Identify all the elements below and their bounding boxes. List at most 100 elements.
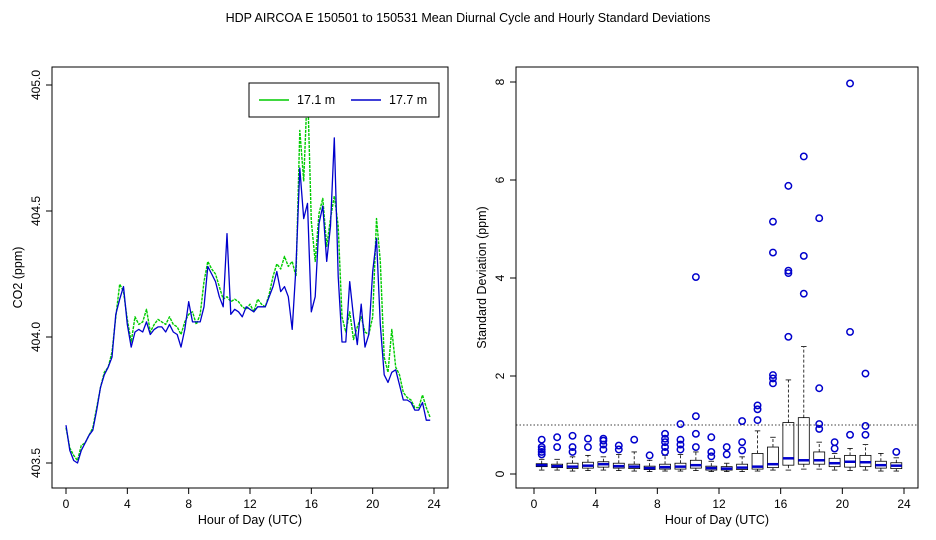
outlier-point	[537, 445, 546, 454]
outlier-point	[861, 430, 870, 439]
outlier-point	[661, 438, 669, 447]
outlier-point	[661, 448, 669, 456]
box-hour	[566, 431, 579, 472]
outlier-point	[691, 412, 700, 421]
x-tick-label: 12	[712, 497, 726, 511]
x-axis-label: Hour of Day (UTC)	[665, 513, 769, 527]
y-axis-label: CO2 (ppm)	[11, 247, 25, 309]
outlier-point	[614, 445, 623, 454]
box-hour	[813, 214, 826, 470]
x-axis-label: Hour of Day (UTC)	[198, 513, 302, 527]
x-tick-label: 4	[592, 497, 599, 511]
outlier-point	[815, 420, 824, 428]
box-hour	[674, 420, 687, 472]
box-hour	[874, 453, 887, 472]
box-hour	[782, 181, 795, 471]
outlier-point	[815, 424, 824, 433]
outlier-point	[676, 435, 685, 444]
outlier-point	[661, 443, 669, 451]
outlier-point	[537, 450, 546, 459]
outlier-point	[784, 266, 793, 275]
outlier-point	[568, 443, 577, 451]
box-hour	[597, 434, 610, 471]
outlier-point	[537, 435, 546, 444]
outlier-point	[630, 435, 639, 444]
outlier-point	[722, 443, 731, 451]
box-hour	[612, 441, 625, 471]
outlier-point	[769, 379, 777, 388]
outlier-point	[537, 443, 546, 451]
outlier-point	[846, 430, 854, 439]
outlier-point	[846, 79, 854, 88]
legend: 17.1 m 17.7 m	[248, 82, 440, 118]
outlier-point	[738, 417, 747, 426]
outlier-point	[861, 422, 870, 430]
y-tick-label: 4	[493, 274, 507, 281]
figure-title: HDP AIRCOA E 150501 to 150531 Mean Diurn…	[226, 11, 711, 25]
co2-diurnal-line-chart: 0 4 8 12 16 20 24 403.5 404.0 404.5 405.0 Hour of D…	[11, 66, 449, 527]
box-hour	[659, 429, 671, 472]
x-tick-label: 24	[427, 497, 441, 511]
box-iqr	[782, 422, 795, 466]
outlier-point	[568, 448, 577, 456]
box-hour	[828, 438, 841, 471]
outlier-point	[691, 429, 700, 438]
outlier-point	[707, 433, 716, 442]
y-tick-label: 6	[493, 176, 507, 183]
series-line-blue	[65, 137, 431, 464]
outlier-point	[830, 444, 839, 453]
y-tick-label: 0	[493, 470, 507, 477]
x-tick-label: 12	[243, 497, 257, 511]
box-hour	[859, 369, 872, 471]
outlier-point	[753, 416, 762, 425]
outlier-point	[769, 371, 777, 379]
x-tick-label: 20	[836, 497, 850, 511]
outlier-point	[553, 443, 562, 451]
x-tick-label: 8	[654, 497, 661, 511]
box-hour	[689, 273, 702, 471]
box-iqr	[813, 451, 826, 465]
outlier-point	[553, 433, 562, 442]
y-tick-label: 404.5	[29, 196, 43, 226]
outlier-point	[753, 401, 762, 410]
outlier-point	[769, 374, 777, 383]
box-hour	[736, 417, 749, 472]
outlier-point	[599, 445, 608, 454]
outlier-point	[661, 429, 669, 438]
y-tick-label: 2	[493, 372, 507, 379]
outlier-point	[799, 152, 808, 161]
box-hour	[751, 401, 764, 472]
box-hour	[797, 152, 810, 470]
box-hour	[705, 433, 718, 472]
box-hour	[767, 217, 779, 471]
outlier-point	[568, 431, 577, 440]
outlier-point	[815, 214, 824, 223]
outlier-point	[753, 405, 762, 414]
box-hour	[551, 433, 564, 471]
outlier-point	[769, 248, 777, 257]
box-hour	[844, 79, 856, 471]
box-hour	[535, 435, 548, 471]
y-axis-label: Standard Deviation (ppm)	[475, 206, 489, 348]
outlier-point	[661, 434, 669, 443]
plot-frame	[51, 66, 449, 489]
y-tick-label: 404.0	[29, 322, 43, 352]
outlier-point	[676, 420, 685, 428]
outlier-point	[676, 440, 685, 449]
box-hour	[720, 443, 733, 472]
outlier-point	[614, 441, 623, 450]
outlier-point	[784, 181, 793, 190]
outlier-point	[738, 438, 747, 447]
outlier-point	[769, 217, 777, 226]
outlier-point	[584, 443, 592, 451]
x-tick-label: 8	[185, 497, 192, 511]
box-hour	[643, 451, 656, 472]
x-tick-label: 0	[531, 497, 538, 511]
outlier-point	[722, 450, 731, 459]
outlier-point	[846, 327, 854, 336]
y-tick-label: 403.5	[29, 448, 43, 478]
outlier-point	[599, 434, 608, 443]
outlier-point	[691, 273, 700, 281]
